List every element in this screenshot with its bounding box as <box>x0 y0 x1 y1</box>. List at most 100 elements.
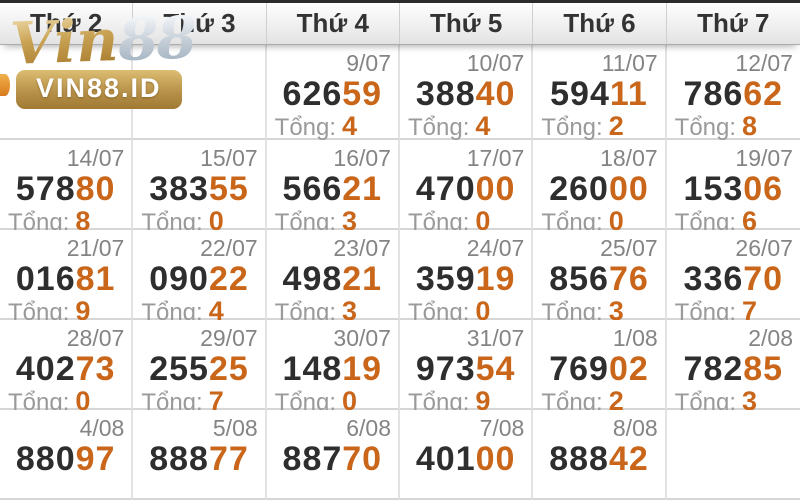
cell-date: 7/08 <box>479 415 525 441</box>
number-tail: 21 <box>342 170 383 208</box>
result-cell: 1/08 76902 Tổng: 2 <box>533 320 667 416</box>
number-head: 786 <box>683 75 744 113</box>
tong-value: 3 <box>342 206 358 236</box>
cell-date: 12/07 <box>735 50 793 76</box>
tong-label: Tổng: <box>407 114 470 141</box>
result-number: 40273 <box>0 351 131 387</box>
result-number: 40100 <box>400 441 531 477</box>
cell-date: 1/08 <box>612 325 658 351</box>
tong-value: 4 <box>342 111 358 141</box>
tong-value: 0 <box>208 206 224 236</box>
result-cell: 29/07 25525 Tổng: 7 <box>133 320 267 416</box>
number-tail: 70 <box>342 440 383 478</box>
number-tail: 59 <box>342 75 383 113</box>
number-tail: 21 <box>342 260 383 298</box>
result-cell: 8/08 88842 <box>533 410 667 500</box>
number-tail: 42 <box>608 440 649 478</box>
cell-date: 10/07 <box>466 50 525 76</box>
day-header: Thứ 6 <box>533 3 667 44</box>
cell-date: 5/08 <box>212 415 258 441</box>
number-tail: 19 <box>342 350 383 388</box>
number-head: 260 <box>549 170 609 208</box>
cell-date: 6/08 <box>346 415 391 441</box>
tong-value: 4 <box>475 111 491 141</box>
number-tail: 00 <box>475 170 516 208</box>
flame-icon <box>0 74 10 96</box>
number-tail: 00 <box>475 440 516 478</box>
result-cell: 12/07 78662 Tổng: 8 <box>666 45 800 142</box>
cell-date: 14/07 <box>66 145 125 171</box>
result-number: 47000 <box>400 171 531 207</box>
result-number: 38840 <box>400 76 531 112</box>
day-header: Thứ 7 <box>697 8 770 38</box>
cell-date: 17/07 <box>466 145 525 171</box>
result-number: 35919 <box>400 261 531 297</box>
result-cell: 21/07 01681 Tổng: 9 <box>0 230 134 326</box>
result-cell: 25/07 85676 Tổng: 3 <box>533 230 667 326</box>
number-head: 578 <box>15 170 76 208</box>
tong-value: 7 <box>742 296 758 326</box>
number-head: 336 <box>683 260 744 298</box>
number-tail: 81 <box>75 260 116 298</box>
tong-value: 4 <box>208 296 224 326</box>
result-number: 56621 <box>267 171 398 207</box>
number-tail: 80 <box>75 170 116 208</box>
number-tail: 11 <box>609 75 648 113</box>
empty-cell <box>666 410 800 500</box>
result-cell: 17/07 47000 Tổng: 0 <box>399 140 534 236</box>
result-cell: 18/07 26000 Tổng: 0 <box>533 140 667 236</box>
logo-88-text: 88 <box>117 3 197 75</box>
number-tail: 02 <box>608 350 649 388</box>
tong-line: Tổng: 4 <box>400 112 531 142</box>
tong-value: 6 <box>742 206 758 236</box>
number-head: 566 <box>282 170 343 208</box>
tong-line: Tổng: 4 <box>267 112 398 142</box>
result-cell: 31/07 97354 Tổng: 9 <box>399 320 534 416</box>
number-head: 388 <box>415 75 476 113</box>
result-cell: 22/07 09022 Tổng: 4 <box>133 230 267 326</box>
tong-label: Tổng: <box>274 114 337 141</box>
result-number: 49821 <box>267 261 398 297</box>
tong-label: Tổng: <box>541 114 603 141</box>
number-tail: 19 <box>475 260 516 298</box>
result-cell: 15/07 38355 Tổng: 0 <box>133 140 267 236</box>
logo-vin-text: Vin <box>8 6 120 78</box>
number-head: 470 <box>415 170 476 208</box>
result-number: 15306 <box>667 171 800 207</box>
number-head: 887 <box>282 440 343 478</box>
result-cell: 30/07 14819 Tổng: 0 <box>266 320 400 416</box>
number-tail: 40 <box>475 75 516 113</box>
result-number: 14819 <box>267 351 398 387</box>
number-head: 888 <box>549 440 609 478</box>
tong-value: 0 <box>608 206 624 236</box>
tong-value: 3 <box>608 296 624 326</box>
number-head: 153 <box>683 170 744 208</box>
result-cell: 5/08 88877 <box>133 410 267 500</box>
result-cell: 4/08 88097 <box>0 410 134 500</box>
cell-date: 26/07 <box>735 235 793 261</box>
results-grid: 9/07 62659 Tổng: 4 10/07 38840 Tổng: 4 11/07 5941… <box>0 45 800 500</box>
result-cell: 9/07 62659 Tổng: 4 <box>266 45 400 142</box>
result-number: 09022 <box>133 261 264 297</box>
cell-date: 19/07 <box>735 145 793 171</box>
tong-value: 0 <box>475 206 491 236</box>
tong-value: 8 <box>75 206 91 236</box>
result-number: 57880 <box>0 171 131 207</box>
day-header: Thứ 4 <box>267 3 400 44</box>
number-tail: 70 <box>743 260 784 298</box>
day-header: Thứ 5 <box>400 3 534 44</box>
result-number: 62659 <box>267 76 398 112</box>
number-tail: 54 <box>475 350 516 388</box>
number-tail: 62 <box>743 75 784 113</box>
vin88-id-badge: VIN88.ID <box>16 70 182 109</box>
number-tail: 55 <box>208 170 249 208</box>
number-head: 148 <box>282 350 343 388</box>
cell-date: 16/07 <box>333 145 391 171</box>
cell-date: 18/07 <box>600 145 658 171</box>
cell-date: 31/07 <box>466 325 525 351</box>
result-number: 85676 <box>533 261 664 297</box>
tong-line: Tổng: 8 <box>667 112 800 142</box>
tong-value: 9 <box>475 386 491 416</box>
result-number: 01681 <box>0 261 131 297</box>
number-head: 090 <box>149 260 209 298</box>
